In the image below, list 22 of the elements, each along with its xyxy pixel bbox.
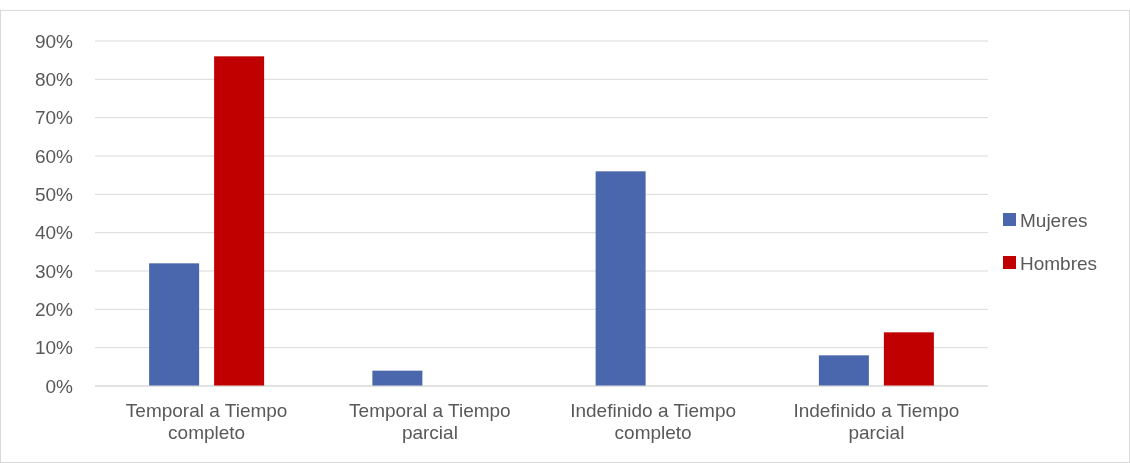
- legend-label: Hombres: [1020, 253, 1098, 274]
- bar: [818, 355, 869, 386]
- x-tick-label: Temporal a Tiempo parcial: [349, 400, 511, 444]
- bar: [214, 56, 265, 386]
- y-tick-label: 0%: [45, 375, 74, 397]
- y-tick-label: 40%: [34, 222, 74, 244]
- bar: [372, 370, 423, 386]
- bar: [149, 263, 200, 386]
- y-tick-label: 90%: [34, 30, 74, 52]
- x-tick-label: Indefinido a Tiempo parcial: [793, 400, 960, 444]
- legend-label: Mujeres: [1020, 210, 1088, 231]
- bar: [595, 171, 646, 386]
- x-tick-label: Indefinido a Tiempo completo: [570, 400, 737, 444]
- x-tick-label: Temporal a Tiempo completo: [125, 400, 288, 444]
- y-tick-label: 30%: [34, 260, 74, 282]
- y-tick-label: 50%: [34, 183, 74, 205]
- y-tick-label: 70%: [34, 107, 74, 129]
- y-tick-label: 80%: [34, 68, 74, 90]
- y-tick-label: 60%: [34, 145, 74, 167]
- y-tick-label: 10%: [34, 337, 74, 359]
- bar: [883, 332, 934, 386]
- y-tick-label: 20%: [34, 298, 74, 320]
